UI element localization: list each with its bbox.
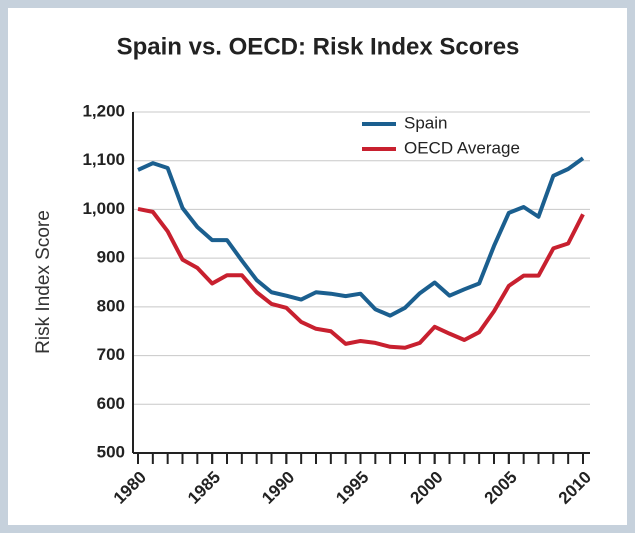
y-tick-label: 500 <box>97 442 125 461</box>
panel <box>8 8 627 525</box>
y-tick-label: 600 <box>97 394 125 413</box>
legend-label: Spain <box>404 113 447 132</box>
line-series <box>137 156 585 318</box>
y-tick-label: 1,200 <box>82 101 125 120</box>
y-tick-label: 1,000 <box>82 199 125 218</box>
y-tick-label: 700 <box>97 345 125 364</box>
y-tick-label: 800 <box>97 296 125 315</box>
legend-label: OECD Average <box>404 138 520 157</box>
y-tick-label: 900 <box>97 248 125 267</box>
y-tick-label: 1,100 <box>82 150 125 169</box>
chart-title: Spain vs. OECD: Risk Index Scores <box>117 33 520 60</box>
line-series <box>137 206 585 350</box>
y-axis-label: Risk Index Score <box>33 210 54 354</box>
